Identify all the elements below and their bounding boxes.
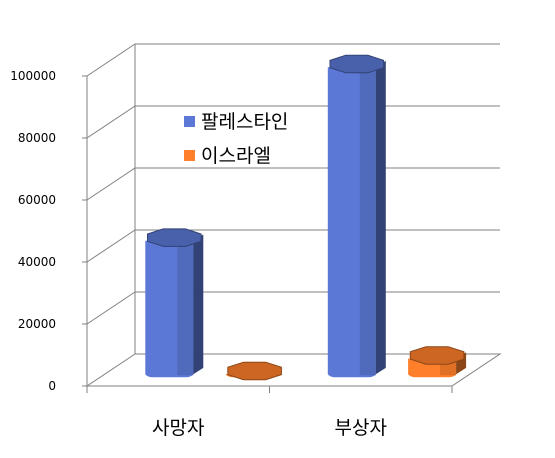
bar-side — [375, 60, 386, 375]
bars — [145, 54, 467, 381]
y-tick-label: 40000 — [18, 255, 56, 269]
legend-item: 팔레스타인 — [184, 111, 288, 133]
y-tick-label: 80000 — [18, 131, 56, 145]
bar-shade — [359, 67, 376, 376]
legend-label: 팔레스타인 — [201, 111, 288, 133]
y-tick-label: 20000 — [18, 317, 56, 331]
legend-swatch — [184, 150, 195, 161]
gridline — [86, 105, 500, 139]
bar — [408, 346, 467, 378]
bar-shade — [177, 240, 194, 376]
y-tick-label: 100000 — [10, 69, 56, 83]
bar-top — [329, 54, 385, 74]
floor-gridline — [86, 353, 502, 387]
bar — [225, 361, 284, 381]
legend-swatch — [184, 116, 195, 127]
y-tick-label: 60000 — [18, 193, 56, 207]
bar — [327, 54, 386, 378]
bar — [145, 228, 204, 378]
x-tick-label: 부상자 — [335, 417, 387, 439]
bar-top — [409, 346, 465, 365]
legend-label: 이스라엘 — [201, 145, 271, 167]
bar-top — [147, 228, 202, 247]
gridline — [86, 167, 500, 201]
axes: 0 20000 40000 60000 80000 100000 사망자 부상자 — [10, 69, 453, 439]
bar-side — [193, 234, 204, 375]
y-tick-label: 0 — [48, 379, 56, 393]
legend-item: 이스라엘 — [184, 145, 271, 167]
grid — [86, 43, 502, 387]
x-tick-label: 사망자 — [152, 417, 204, 439]
gridline — [86, 43, 500, 77]
bar-top — [227, 361, 282, 381]
